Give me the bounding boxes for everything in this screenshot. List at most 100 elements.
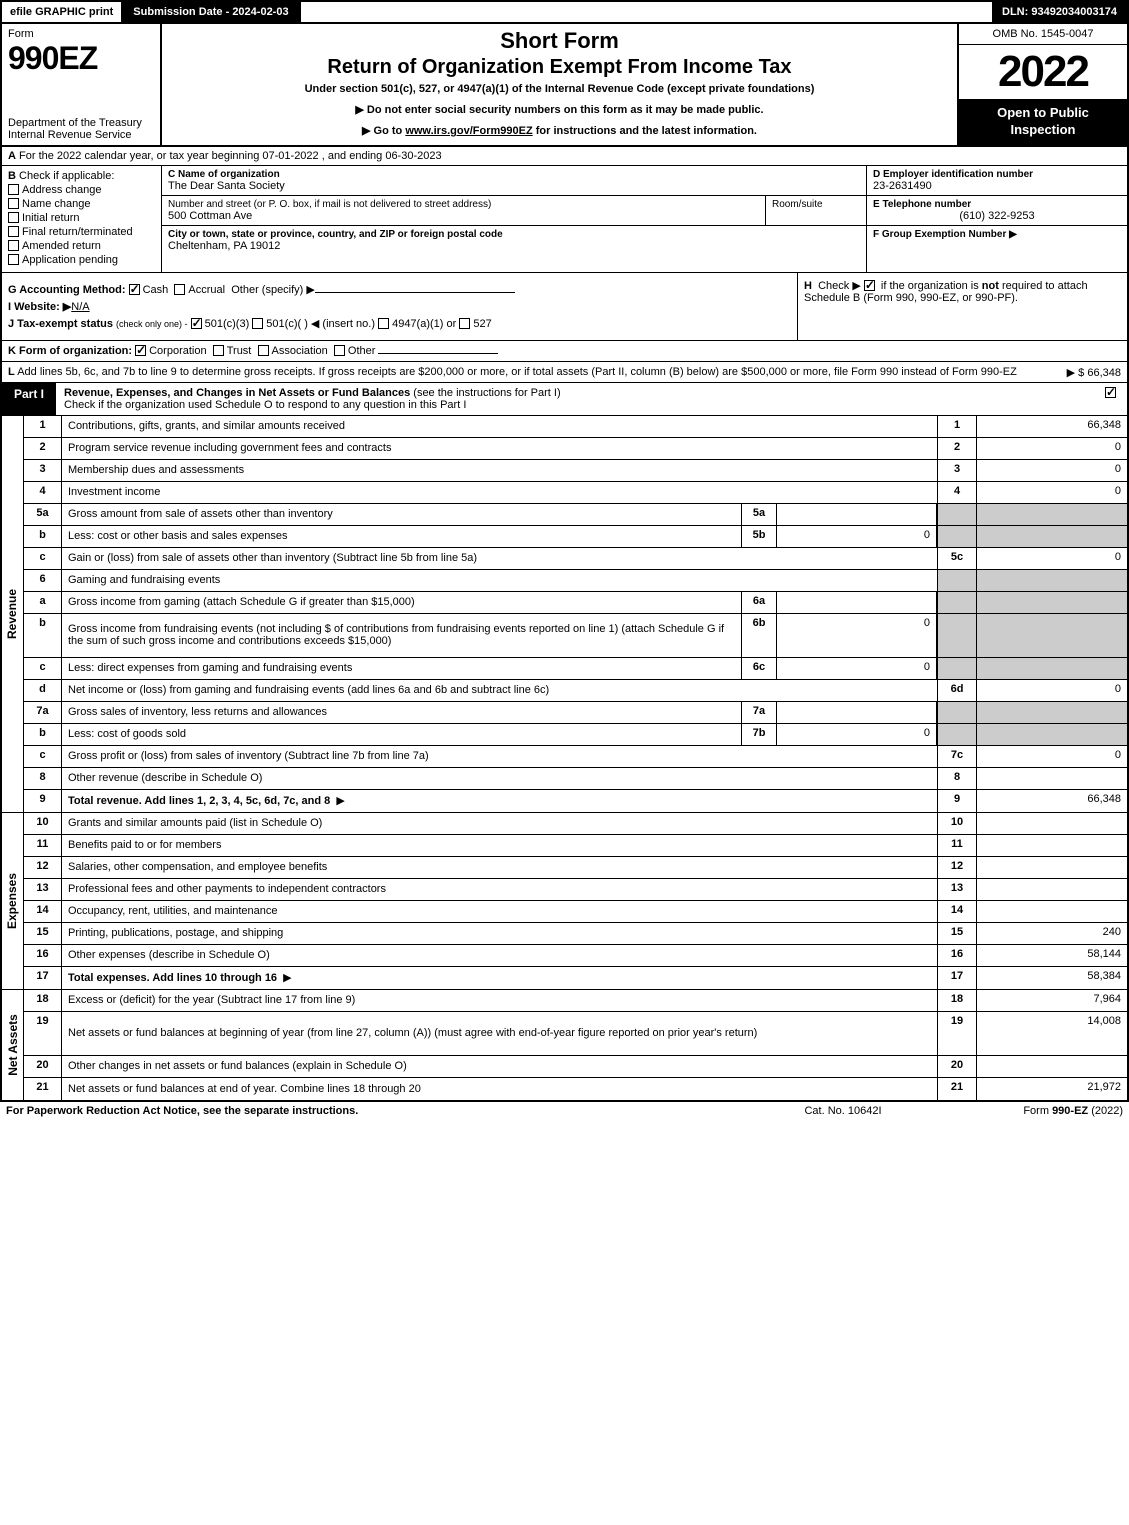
table-row: 5aGross amount from sale of assets other… [24,504,1127,526]
header-right: OMB No. 1545-0047 2022 Open to Public In… [957,24,1127,145]
irs-link[interactable]: www.irs.gov/Form990EZ [405,125,532,137]
amount [977,835,1127,856]
row-num: 14 [24,901,62,922]
table-row: cGross profit or (loss) from sales of in… [24,746,1127,768]
dln-label: DLN: 93492034003174 [992,2,1127,22]
line-num [937,526,977,547]
row-num: a [24,592,62,613]
colb-checkbox[interactable] [8,212,19,223]
table-row: 3Membership dues and assessments30 [24,460,1127,482]
sub-num: 5a [741,504,777,525]
k-assoc-check[interactable] [258,345,269,356]
form-subtitle: Under section 501(c), 527, or 4947(a)(1)… [168,83,951,95]
netassets-side-text: Net Assets [6,1014,20,1076]
k-corp: Corporation [149,345,206,357]
c-addr-lbl: Number and street (or P. O. box, if mail… [168,199,759,210]
h-check[interactable] [864,280,875,291]
j-4947-check[interactable] [378,318,389,329]
j-line: J Tax-exempt status (check only one) - 5… [8,317,791,330]
row-num: c [24,658,62,679]
i-val: N/A [71,301,89,313]
j-501c: 501(c)( ) ◀ (insert no.) [266,318,375,330]
row-desc: Salaries, other compensation, and employ… [62,857,937,878]
col-b-label: B [8,170,16,182]
line-num [937,570,977,591]
h-lbl: H [804,280,812,292]
note2-post: for instructions and the latest informat… [533,125,757,137]
c-addr-main: Number and street (or P. O. box, if mail… [162,196,766,225]
line-num: 5c [937,548,977,569]
omb-number: OMB No. 1545-0047 [959,24,1127,45]
g-accrual-check[interactable] [174,284,185,295]
table-row: 21Net assets or fund balances at end of … [24,1078,1127,1100]
d-val: 23-2631490 [873,180,1121,192]
row-num: 21 [24,1078,62,1100]
row-desc: Less: cost of goods sold [62,724,741,745]
form-label: Form [8,28,154,40]
note2-pre: ▶ Go to [362,125,405,137]
row-desc: Investment income [62,482,937,503]
g-cash-check[interactable] [129,284,140,295]
expenses-section: Expenses 10Grants and similar amounts pa… [0,813,1129,990]
line-num: 15 [937,923,977,944]
h-text: Check ▶ if the organization is not requi… [804,280,1088,304]
row-num: b [24,526,62,547]
l-text: Add lines 5b, 6c, and 7b to line 9 to de… [17,366,1017,378]
e-lbl: E Telephone number [873,199,1121,210]
sub-num: 6c [741,658,777,679]
j-501c3-check[interactable] [191,318,202,329]
d-lbl: D Employer identification number [873,169,1121,180]
i-line: I Website: ▶N/A [8,300,791,313]
colb-item: Address change [8,184,155,196]
row-desc: Less: cost or other basis and sales expe… [62,526,741,547]
part-i-checkbox[interactable] [1105,387,1116,398]
footer-right-post: (2022) [1088,1105,1123,1117]
table-row: 11Benefits paid to or for members11 [24,835,1127,857]
form-header: Form 990EZ Department of the Treasury In… [0,24,1129,147]
amount: 58,144 [977,945,1127,966]
line-num: 19 [937,1012,977,1055]
part-i-label: Part I [2,383,56,415]
row-num: 4 [24,482,62,503]
colb-checkbox[interactable] [8,184,19,195]
table-row: 14Occupancy, rent, utilities, and mainte… [24,901,1127,923]
table-row: bLess: cost or other basis and sales exp… [24,526,1127,548]
table-row: 15Printing, publications, postage, and s… [24,923,1127,945]
open-public: Open to Public Inspection [959,99,1127,145]
amount [977,879,1127,900]
amount: 0 [977,680,1127,701]
colb-checkbox[interactable] [8,198,19,209]
footer-right: Form 990-EZ (2022) [943,1105,1123,1117]
h-box: H Check ▶ if the organization is not req… [797,273,1127,340]
sub-val [777,592,937,613]
row-num: 19 [24,1012,62,1055]
row-desc: Benefits paid to or for members [62,835,937,856]
netassets-section: Net Assets 18Excess or (deficit) for the… [0,990,1129,1101]
spacer [301,2,992,22]
e-row: E Telephone number (610) 322-9253 [867,196,1127,226]
colb-checkbox[interactable] [8,254,19,265]
colb-checkbox[interactable] [8,226,19,237]
row-desc: Net assets or fund balances at beginning… [62,1012,937,1055]
sub-val [777,702,937,723]
netassets-side: Net Assets [2,990,24,1100]
row-desc: Other revenue (describe in Schedule O) [62,768,937,789]
row-a: A For the 2022 calendar year, or tax yea… [0,147,1129,166]
section-bcdef: B Check if applicable: Address changeNam… [0,166,1129,273]
j-527-check[interactable] [459,318,470,329]
col-b: B Check if applicable: Address changeNam… [2,166,162,272]
line-num: 17 [937,967,977,989]
table-row: 7aGross sales of inventory, less returns… [24,702,1127,724]
c-addr-val: 500 Cottman Ave [168,210,759,222]
line-num: 9 [937,790,977,812]
k-trust-check[interactable] [213,345,224,356]
row-a-text: For the 2022 calendar year, or tax year … [19,150,442,162]
k-corp-check[interactable] [135,345,146,356]
j-4947: 4947(a)(1) or [392,318,456,330]
k-assoc: Association [272,345,328,357]
f-lbl: F Group Exemption Number ▶ [873,229,1121,240]
colb-checkbox[interactable] [8,240,19,251]
j-501c-check[interactable] [252,318,263,329]
line-num: 4 [937,482,977,503]
k-other-check[interactable] [334,345,345,356]
